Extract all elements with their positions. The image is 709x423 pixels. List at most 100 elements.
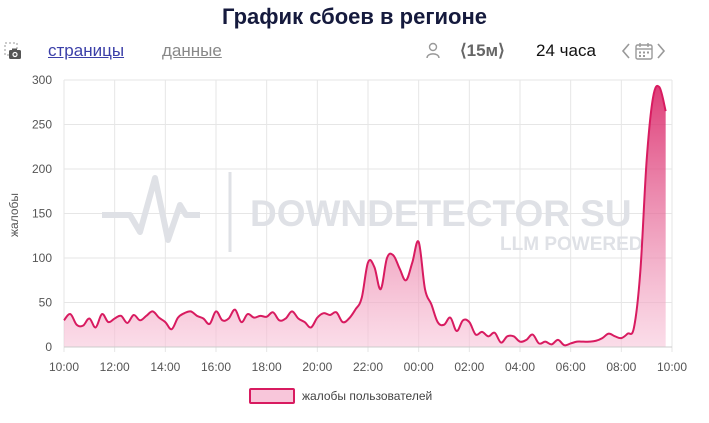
data-point[interactable] <box>188 308 194 314</box>
data-point[interactable] <box>644 157 650 163</box>
data-point[interactable] <box>245 311 251 317</box>
data-point[interactable] <box>587 339 593 345</box>
data-point[interactable] <box>61 317 67 323</box>
data-point[interactable] <box>99 311 105 317</box>
data-point[interactable] <box>485 333 491 339</box>
data-point[interactable] <box>283 316 289 322</box>
data-point[interactable] <box>74 322 80 328</box>
data-point[interactable] <box>352 307 358 313</box>
data-point[interactable] <box>226 316 232 322</box>
data-point[interactable] <box>574 339 580 345</box>
chevron-right-icon[interactable] <box>655 41 667 61</box>
data-point[interactable] <box>219 317 225 323</box>
data-point[interactable] <box>257 313 263 319</box>
data-point[interactable] <box>498 340 504 346</box>
data-point[interactable] <box>580 339 586 345</box>
data-point[interactable] <box>162 319 168 325</box>
data-point[interactable] <box>454 328 460 334</box>
data-point[interactable] <box>397 266 403 272</box>
data-point[interactable] <box>606 331 612 337</box>
data-point[interactable] <box>384 255 390 261</box>
data-point[interactable] <box>568 340 574 346</box>
data-point[interactable] <box>169 326 175 332</box>
tab-pages[interactable]: страницы <box>48 41 125 60</box>
data-point[interactable] <box>137 317 143 323</box>
data-point[interactable] <box>365 259 371 265</box>
data-point[interactable] <box>460 317 466 323</box>
data-point[interactable] <box>213 308 219 314</box>
data-point[interactable] <box>504 333 510 339</box>
data-point[interactable] <box>207 321 213 327</box>
camera-icon[interactable] <box>4 42 22 60</box>
data-point[interactable] <box>517 339 523 345</box>
data-point[interactable] <box>150 308 156 314</box>
data-point[interactable] <box>371 264 377 270</box>
data-point[interactable] <box>479 329 485 335</box>
data-point[interactable] <box>340 319 346 325</box>
data-point[interactable] <box>327 312 333 318</box>
data-point[interactable] <box>295 316 301 322</box>
data-point[interactable] <box>618 335 624 341</box>
data-point[interactable] <box>466 319 472 325</box>
data-point[interactable] <box>156 315 162 321</box>
data-point[interactable] <box>200 316 206 322</box>
data-point[interactable] <box>422 286 428 292</box>
data-point[interactable] <box>276 317 282 323</box>
data-point[interactable] <box>124 320 130 326</box>
data-point[interactable] <box>650 95 656 101</box>
data-point[interactable] <box>175 315 181 321</box>
data-point[interactable] <box>473 332 479 338</box>
data-point[interactable] <box>181 310 187 316</box>
data-point[interactable] <box>530 332 536 338</box>
data-point[interactable] <box>492 330 498 336</box>
data-point[interactable] <box>409 259 415 265</box>
data-point[interactable] <box>302 319 308 325</box>
data-point[interactable] <box>390 252 396 258</box>
data-point[interactable] <box>112 316 118 322</box>
data-point[interactable] <box>80 323 86 329</box>
data-point[interactable] <box>194 313 200 319</box>
data-point[interactable] <box>555 337 561 343</box>
data-point[interactable] <box>631 324 637 330</box>
data-point[interactable] <box>403 277 409 283</box>
data-point[interactable] <box>549 341 555 347</box>
interval-selector[interactable]: ⟨15м⟩ <box>460 41 505 60</box>
data-point[interactable] <box>593 338 599 344</box>
calendar-icon[interactable] <box>634 41 654 61</box>
data-point[interactable] <box>232 307 238 313</box>
data-point[interactable] <box>143 313 149 319</box>
data-point[interactable] <box>378 286 384 292</box>
data-point[interactable] <box>656 84 662 90</box>
data-point[interactable] <box>131 312 137 318</box>
data-point[interactable] <box>637 268 643 274</box>
data-point[interactable] <box>270 309 276 315</box>
chevron-left-icon[interactable] <box>620 41 632 61</box>
data-point[interactable] <box>441 322 447 328</box>
data-point[interactable] <box>289 308 295 314</box>
data-point[interactable] <box>346 316 352 322</box>
data-point[interactable] <box>612 333 618 339</box>
tab-data[interactable]: данные <box>162 41 222 60</box>
user-icon[interactable] <box>425 41 441 59</box>
data-point[interactable] <box>542 339 548 345</box>
data-point[interactable] <box>428 301 434 307</box>
data-point[interactable] <box>314 315 320 321</box>
data-point[interactable] <box>105 319 111 325</box>
data-point[interactable] <box>321 310 327 316</box>
data-point[interactable] <box>536 340 542 346</box>
data-point[interactable] <box>416 239 422 245</box>
data-point[interactable] <box>86 316 92 322</box>
legend[interactable]: жалобы пользователей <box>249 388 432 404</box>
data-point[interactable] <box>238 319 244 325</box>
data-point[interactable] <box>359 295 365 301</box>
data-point[interactable] <box>264 314 270 320</box>
range-label[interactable]: 24 часа <box>536 41 596 60</box>
data-point[interactable] <box>663 108 669 114</box>
data-point[interactable] <box>435 319 441 325</box>
data-point[interactable] <box>511 333 517 339</box>
data-point[interactable] <box>333 309 339 315</box>
data-point[interactable] <box>447 315 453 321</box>
data-point[interactable] <box>93 324 99 330</box>
data-point[interactable] <box>251 315 257 321</box>
data-point[interactable] <box>625 331 631 337</box>
